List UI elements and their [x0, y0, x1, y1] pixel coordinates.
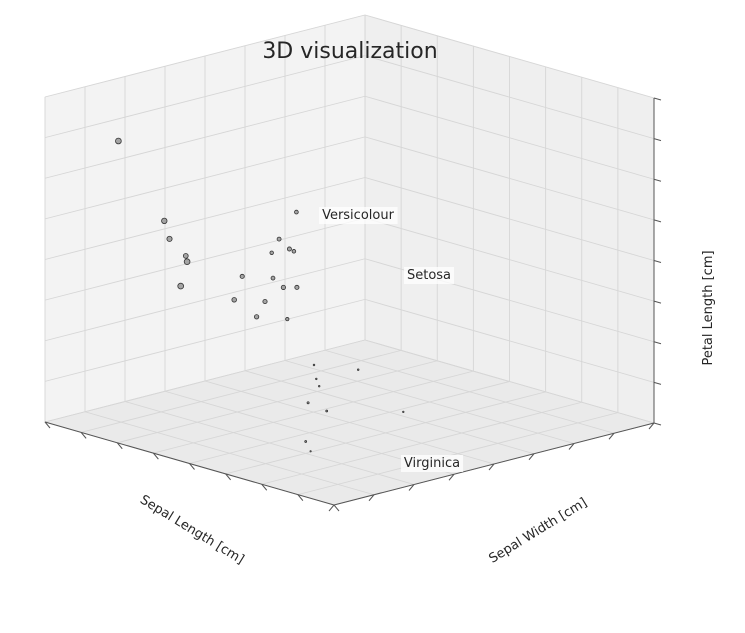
grid-line [44, 177, 366, 260]
y-tick [225, 473, 232, 481]
annotation-versicolour: Versicolour [319, 207, 398, 224]
grid-line [44, 55, 366, 139]
x-tick [568, 443, 575, 450]
data-point [177, 282, 184, 290]
x-axis-label: Sepal Length [cm] [137, 492, 246, 567]
data-point [315, 377, 318, 381]
data-point [166, 235, 173, 242]
z-tick [653, 381, 662, 385]
annotation-setosa: Setosa [403, 267, 455, 284]
y-tick [189, 463, 195, 470]
z-axis-label: Petal Length [cm] [701, 250, 716, 365]
z-tick [653, 178, 662, 182]
x-tick [368, 494, 375, 502]
grid-line [297, 412, 618, 496]
z-tick [653, 341, 662, 345]
data-point [325, 409, 329, 413]
grid-line [364, 55, 655, 140]
scatter-points [115, 137, 405, 453]
z-tick [653, 260, 662, 263]
chart-title: 3D visualization [262, 39, 437, 64]
z-tick [653, 219, 662, 223]
annotation-background [319, 207, 398, 224]
z-tick [653, 300, 662, 304]
data-point [318, 385, 321, 388]
data-point [262, 298, 268, 305]
data-point [280, 284, 286, 290]
grid-line [261, 401, 582, 485]
y-tick [152, 452, 159, 460]
annotation-label: Setosa [407, 268, 451, 283]
grid-line [225, 391, 546, 475]
data-point [356, 368, 360, 372]
y-tick [44, 421, 51, 429]
data-point [286, 246, 292, 252]
data-point [253, 314, 260, 320]
x-tick [648, 422, 655, 430]
data-point [402, 410, 405, 414]
data-point [294, 284, 300, 290]
grid-line [44, 95, 366, 179]
y-tick [80, 432, 87, 439]
annotation-background [400, 455, 464, 472]
data-point [294, 209, 299, 215]
annotation-label: Virginica [404, 456, 460, 471]
data-point [291, 249, 297, 254]
data-point [161, 217, 168, 225]
data-point [306, 401, 310, 405]
grid-line [44, 14, 366, 98]
x-tick [488, 463, 495, 471]
annotation-virginica: Virginica [400, 455, 464, 472]
data-point [183, 258, 191, 265]
y-axis-label: Sepal Width [cm] [486, 495, 589, 566]
data-point [312, 363, 316, 367]
data-point [270, 275, 276, 281]
data-point [115, 137, 122, 145]
x-tick [328, 504, 335, 512]
axis-panes [43, 14, 656, 506]
grid-line [364, 14, 655, 99]
data-point [239, 273, 245, 279]
x-tick [448, 473, 455, 481]
y-tick [116, 442, 123, 450]
data-point [304, 440, 308, 443]
grid-line [189, 381, 510, 464]
y-tick [333, 504, 340, 512]
annotations: Versicolour Setosa Virginica [319, 207, 464, 472]
data-point [231, 297, 237, 303]
axis-ticks [44, 97, 662, 512]
annotation-label: Versicolour [322, 208, 395, 223]
data-point [309, 450, 312, 453]
annotation-background [403, 267, 455, 284]
grid-line [364, 136, 655, 221]
y-tick [261, 483, 268, 491]
y-tick [297, 494, 304, 501]
data-point [276, 236, 282, 242]
z-tick [653, 97, 662, 101]
x-tick [528, 453, 535, 461]
grid-line [124, 401, 415, 485]
z-tick [653, 422, 662, 426]
data-point [285, 317, 290, 322]
grid-line [364, 177, 655, 261]
x-tick [408, 484, 415, 491]
grid-line [84, 411, 375, 496]
grid-line [44, 136, 366, 220]
data-point [269, 250, 274, 255]
x-tick [608, 432, 615, 440]
z-tick [653, 138, 662, 142]
data-point [182, 253, 189, 259]
grid-line [364, 95, 655, 180]
